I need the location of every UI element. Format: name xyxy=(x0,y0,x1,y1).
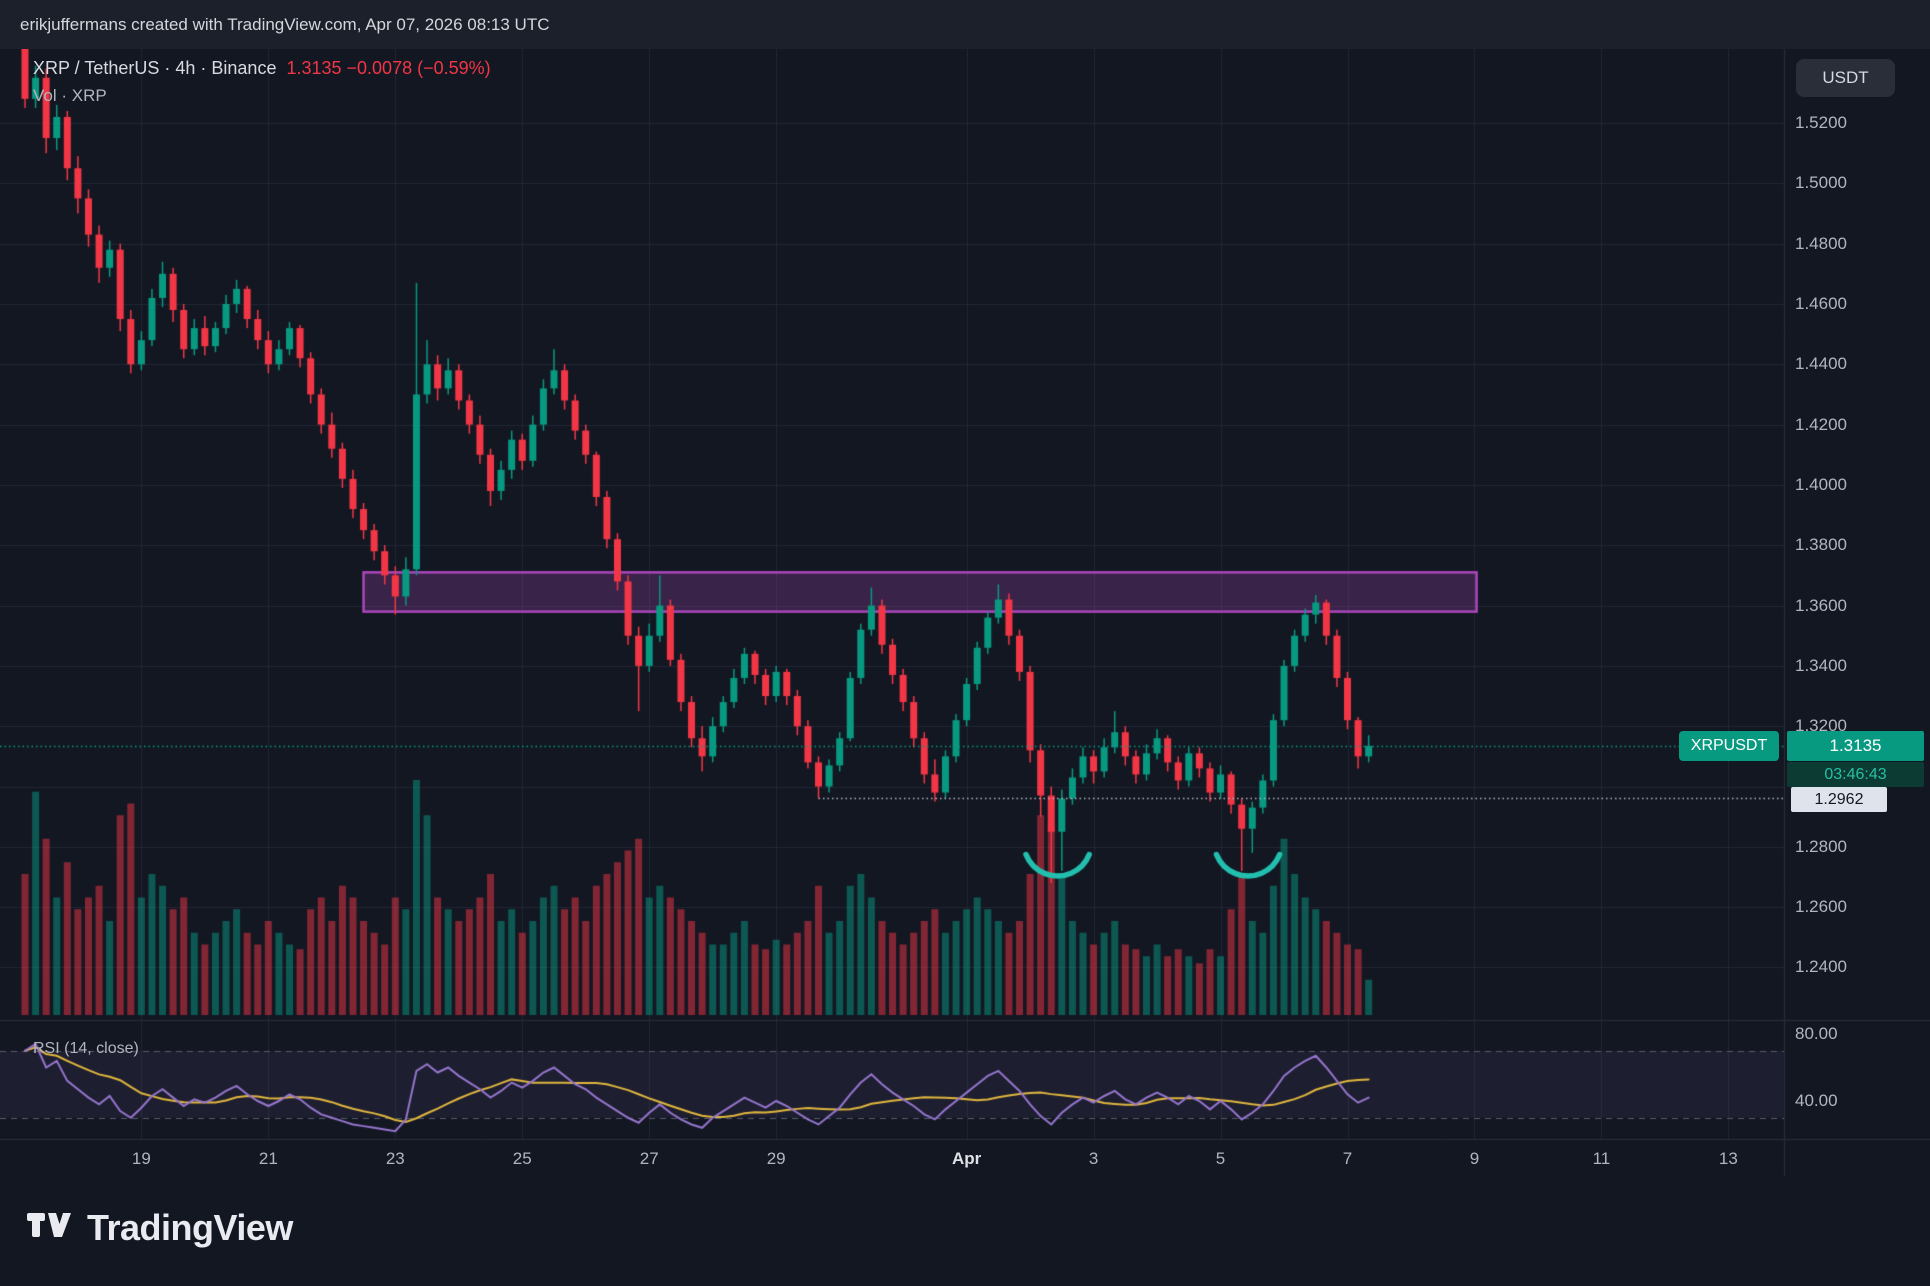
rsi-indicator-label[interactable]: RSI (14, close) xyxy=(33,1040,139,1057)
symbol-title[interactable]: XRP / TetherUS · 4h · Binance xyxy=(33,58,277,78)
chart-legend: XRP / TetherUS · 4h · Binance 1.3135 −0.0… xyxy=(33,58,491,106)
tradingview-logo-icon xyxy=(25,1203,73,1252)
price-line-symbol-tag: XRPUSDT xyxy=(1679,731,1779,761)
attribution-text: erikjuffermans created with TradingView.… xyxy=(20,14,550,34)
tradingview-logo-link[interactable]: TradingView xyxy=(25,1203,293,1252)
current-price-axis-badge: 1.3135 xyxy=(1787,731,1924,761)
low-price-axis-label: 1.2962 xyxy=(1791,787,1887,812)
bar-countdown-badge: 03:46:43 xyxy=(1787,762,1924,787)
volume-indicator-label: Vol · XRP xyxy=(33,86,107,105)
last-price-change: 1.3135 −0.0078 (−0.59%) xyxy=(286,58,491,78)
tradingview-wordmark: TradingView xyxy=(87,1206,293,1248)
attribution-bar: erikjuffermans created with TradingView.… xyxy=(0,0,1930,49)
currency-toggle-button[interactable]: USDT xyxy=(1796,59,1895,97)
